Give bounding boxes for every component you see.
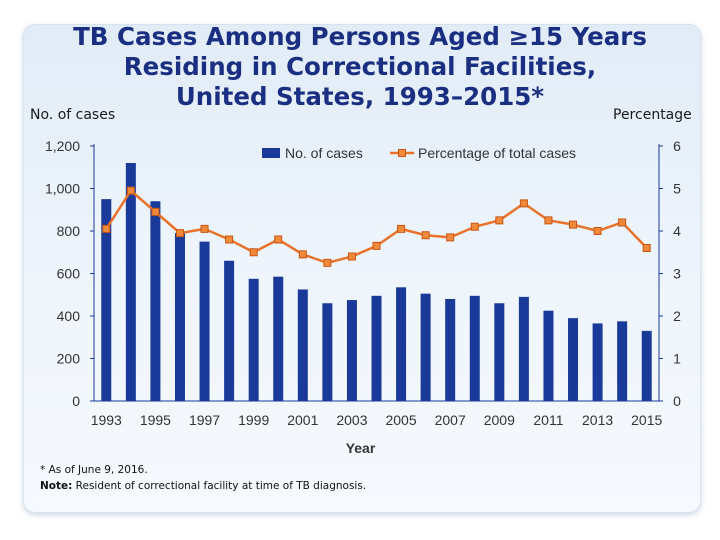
bar-1998: [224, 260, 235, 401]
bar-1993: [101, 199, 112, 401]
bar-1995: [150, 201, 161, 401]
legend-label-percentage: Percentage of total cases: [418, 145, 576, 161]
legend-label-cases: No. of cases: [285, 145, 363, 161]
point-2002: [323, 258, 332, 267]
note-text: Resident of correctional facility at tim…: [72, 480, 367, 492]
chart-title-line-1: TB Cases Among Persons Aged ≥15 Years: [73, 22, 647, 51]
point-2011: [544, 216, 553, 225]
left-axis-tick-label: 0: [72, 393, 80, 409]
x-axis-title: Year: [346, 440, 376, 456]
left-axis-title: No. of cases: [30, 107, 116, 123]
x-axis-tick-label: 2011: [533, 412, 563, 428]
point-2003: [347, 252, 356, 261]
point-2008: [470, 222, 479, 231]
bar-2006: [420, 293, 431, 401]
note-label: Note:: [40, 480, 73, 492]
point-2007: [446, 233, 455, 242]
x-axis-tick-label: 2009: [484, 412, 515, 428]
bar-2005: [396, 287, 407, 401]
point-2010: [519, 199, 528, 208]
x-axis-tick-label: 1997: [189, 412, 220, 428]
x-axis-tick-label: 2013: [582, 412, 613, 428]
point-2005: [397, 224, 406, 233]
right-axis-tick-label: 4: [673, 223, 681, 239]
left-axis-tick-label: 600: [57, 266, 81, 282]
right-axis-tick-label: 3: [673, 266, 681, 282]
point-1999: [249, 248, 258, 257]
bar-2009: [494, 303, 505, 401]
bar-2000: [273, 276, 284, 401]
point-1995: [151, 207, 160, 216]
point-2012: [569, 220, 578, 229]
bar-1999: [248, 278, 259, 401]
bar-1996: [174, 233, 185, 401]
bar-2003: [346, 300, 357, 401]
right-axis-title: Percentage: [613, 107, 692, 123]
point-1994: [126, 186, 135, 195]
left-axis-tick-label: 1,200: [45, 138, 80, 154]
note: Note: Resident of correctional facility …: [40, 480, 366, 492]
bar-2012: [568, 318, 579, 401]
point-1998: [225, 235, 234, 244]
x-axis-tick-label: 2003: [336, 412, 367, 428]
point-2009: [495, 216, 504, 225]
point-2015: [642, 244, 651, 252]
right-axis-tick-label: 5: [673, 181, 681, 197]
x-axis-tick-label: 1995: [140, 412, 171, 428]
chart-title-line-3: United States, 1993–2015*: [175, 82, 545, 111]
point-2004: [372, 241, 381, 250]
point-2000: [274, 235, 283, 244]
bar-2015: [641, 330, 652, 401]
right-axis-tick-label: 2: [673, 308, 681, 324]
bar-2013: [592, 323, 603, 401]
percentage-line: [105, 188, 648, 265]
bar-2011: [543, 310, 554, 401]
point-2013: [593, 227, 602, 235]
footnote: * As of June 9, 2016.: [40, 464, 148, 476]
chart-title: TB Cases Among Persons Aged ≥15 Years Re…: [60, 22, 660, 112]
point-1996: [175, 229, 184, 238]
x-axis-tick-label: 1993: [91, 412, 122, 428]
bar-2014: [617, 321, 628, 401]
legend-marker-percentage: [398, 149, 406, 157]
bar-1994: [125, 163, 136, 401]
bar-2007: [445, 299, 456, 401]
point-2014: [618, 218, 627, 227]
chart-title-line-2: Residing in Correctional Facilities,: [123, 52, 597, 81]
left-axis-tick-label: 200: [57, 351, 81, 367]
bar-2002: [322, 303, 333, 401]
bar-2004: [371, 295, 382, 401]
point-1993: [102, 224, 111, 233]
x-axis-tick-label: 2015: [631, 412, 662, 428]
right-axis-tick-label: 0: [673, 393, 681, 409]
legend-swatch-cases: [262, 148, 280, 158]
bar-2010: [518, 296, 529, 401]
left-axis-tick-label: 400: [57, 308, 81, 324]
point-2001: [298, 250, 307, 259]
right-axis-tick-label: 1: [673, 351, 681, 367]
left-axis-tick-label: 800: [57, 223, 81, 239]
x-axis-tick-label: 2007: [435, 412, 466, 428]
point-1997: [200, 224, 209, 233]
bar-2001: [297, 289, 308, 401]
bar-2008: [469, 295, 480, 401]
point-2006: [421, 231, 430, 240]
bar-1997: [199, 241, 210, 401]
x-axis-tick-label: 2005: [385, 412, 416, 428]
left-axis-tick-label: 1,000: [45, 181, 80, 197]
right-axis-tick-label: 6: [673, 138, 681, 154]
x-axis-tick-label: 1999: [238, 412, 269, 428]
chart-panel: [23, 24, 701, 513]
x-axis-tick-label: 2001: [287, 412, 318, 428]
